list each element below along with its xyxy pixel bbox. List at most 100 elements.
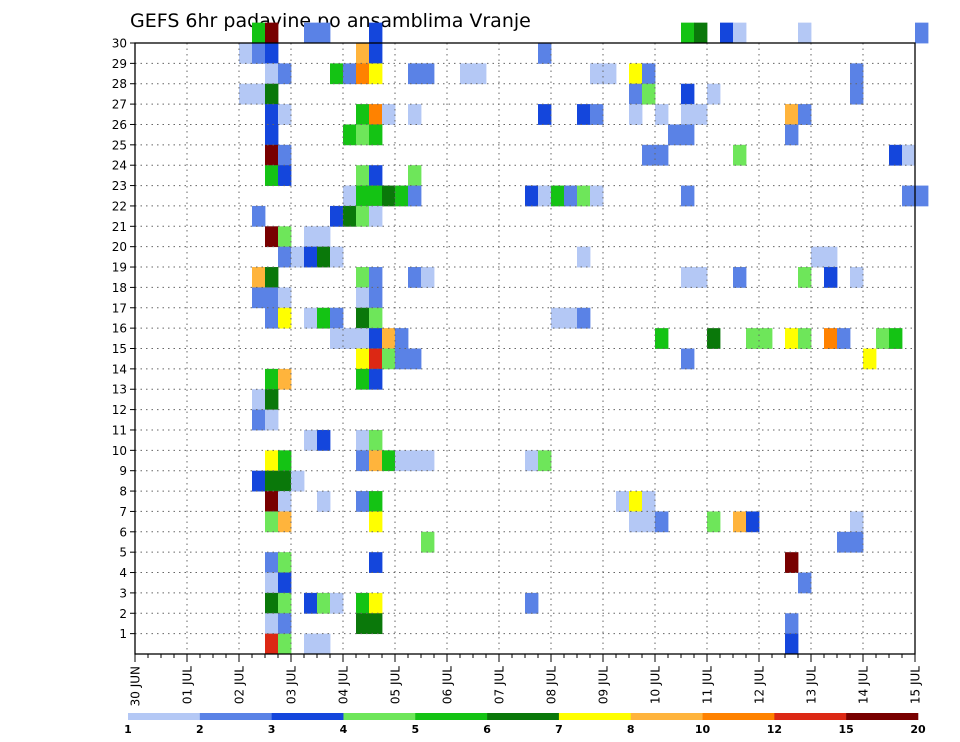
heatmap-cell [733, 23, 746, 44]
heatmap-cell [356, 613, 369, 634]
heatmap-cell [564, 308, 577, 329]
heatmap-cell [291, 247, 304, 268]
heatmap-cell [278, 471, 291, 492]
heatmap-cell [473, 63, 486, 84]
heatmap-cell [733, 145, 746, 166]
heatmap-cell [265, 613, 278, 634]
colorbar-tick-label: 3 [268, 723, 276, 736]
heatmap-cell [590, 104, 603, 125]
heatmap-cell [265, 410, 278, 431]
heatmap-cell [369, 287, 382, 308]
heatmap-cell [265, 634, 278, 655]
heatmap-cell [265, 226, 278, 247]
y-tick-label: 8 [119, 485, 127, 499]
heatmap-cell [265, 165, 278, 186]
heatmap-cell [408, 165, 421, 186]
heatmap-cell [681, 23, 694, 44]
heatmap-cell [798, 573, 811, 594]
x-tick-label: 12 JUL [753, 666, 767, 704]
heatmap-cell [356, 328, 369, 349]
heatmap-cell [655, 328, 668, 349]
heatmap-cell [369, 491, 382, 512]
heatmap-cell [395, 349, 408, 370]
heatmap-cell [395, 328, 408, 349]
heatmap-cell [278, 165, 291, 186]
heatmap-cell [265, 63, 278, 84]
heatmap-cell [265, 43, 278, 64]
heatmap-cell [252, 206, 265, 227]
heatmap-cell [278, 308, 291, 329]
heatmap-cell [382, 104, 395, 125]
heatmap-cell [369, 328, 382, 349]
heatmap-cell [629, 104, 642, 125]
heatmap-cell [655, 104, 668, 125]
heatmap-cell [642, 84, 655, 105]
heatmap-cell [408, 450, 421, 471]
heatmap-cell [850, 63, 863, 84]
heatmap-cell [681, 349, 694, 370]
heatmap-cell [343, 124, 356, 145]
x-tick-label: 08 JUL [545, 666, 559, 704]
heatmap-cell [551, 186, 564, 207]
heatmap-cell [278, 369, 291, 390]
y-tick-label: 27 [112, 98, 127, 112]
heatmap-cell [707, 328, 720, 349]
heatmap-cell [369, 186, 382, 207]
heatmap-cell [356, 267, 369, 288]
heatmap-cell [577, 247, 590, 268]
x-tick-label: 07 JUL [493, 666, 507, 704]
heatmap-cell [265, 593, 278, 614]
colorbar-tick-label: 7 [555, 723, 563, 736]
heatmap-cell [694, 23, 707, 44]
heatmap-cell [356, 308, 369, 329]
heatmap-cell [369, 430, 382, 451]
heatmap-cell [707, 84, 720, 105]
heatmap-cell [265, 450, 278, 471]
y-tick-label: 18 [112, 281, 127, 295]
colorbar-segment [703, 713, 775, 720]
y-tick-label: 2 [119, 607, 127, 621]
heatmap-cell [317, 593, 330, 614]
colorbar-tick-label: 2 [196, 723, 204, 736]
heatmap-cell [525, 186, 538, 207]
x-tick-label: 06 JUL [441, 666, 455, 704]
heatmap-cell [265, 491, 278, 512]
heatmap-cell [850, 84, 863, 105]
heatmap-cell [837, 532, 850, 553]
colorbar-tick-label: 12 [767, 723, 782, 736]
x-tick-label: 04 JUL [337, 666, 351, 704]
heatmap-cell [902, 186, 915, 207]
heatmap-cell [317, 308, 330, 329]
heatmap-cell [590, 186, 603, 207]
y-tick-label: 3 [119, 586, 127, 600]
heatmap-cell [538, 104, 551, 125]
heatmap-cell [265, 124, 278, 145]
heatmap-cell [668, 124, 681, 145]
heatmap-cell [746, 511, 759, 532]
heatmap-cell [265, 267, 278, 288]
colorbar-segment [200, 713, 272, 720]
heatmap-cell [369, 104, 382, 125]
colorbar-segment [487, 713, 559, 720]
heatmap-cell [824, 267, 837, 288]
heatmap-cell [629, 511, 642, 532]
heatmap-cell [642, 491, 655, 512]
heatmap-cell [785, 613, 798, 634]
colorbar-segment [631, 713, 703, 720]
heatmap-cell [538, 186, 551, 207]
heatmap-cell [265, 369, 278, 390]
heatmap-cell [538, 450, 551, 471]
x-tick-label: 01 JUL [181, 666, 195, 704]
heatmap-cell [421, 450, 434, 471]
heatmap-cell [902, 145, 915, 166]
heatmap-cell [785, 124, 798, 145]
heatmap-cell [278, 634, 291, 655]
heatmap-cell [369, 63, 382, 84]
heatmap-cell [369, 593, 382, 614]
heatmap-cell [304, 593, 317, 614]
heatmap-cell [798, 328, 811, 349]
heatmap-cell [278, 226, 291, 247]
y-tick-label: 15 [112, 342, 127, 356]
heatmap-cell [369, 511, 382, 532]
heatmap-cell [733, 511, 746, 532]
